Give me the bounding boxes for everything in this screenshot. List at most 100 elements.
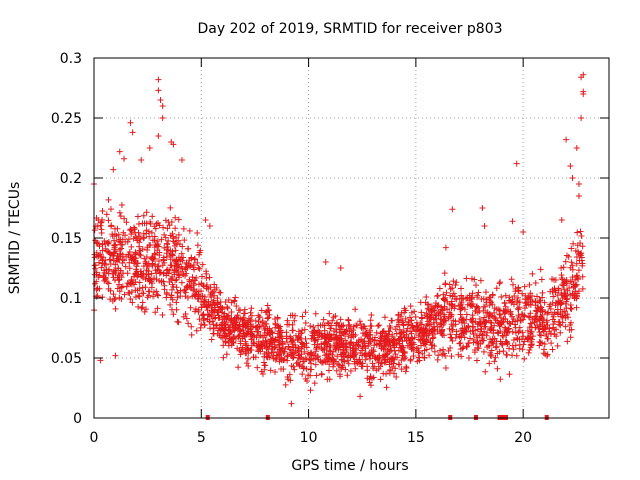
data-point <box>147 242 154 249</box>
data-point <box>175 261 182 268</box>
data-point <box>116 148 123 155</box>
data-point <box>112 248 119 255</box>
data-point <box>322 259 329 265</box>
data-point <box>432 299 439 306</box>
data-point <box>518 311 525 318</box>
data-point <box>577 240 584 247</box>
data-point <box>354 358 361 365</box>
data-point <box>218 321 225 328</box>
data-point <box>383 336 390 343</box>
data-point <box>389 356 396 363</box>
data-point <box>490 340 497 347</box>
data-point <box>121 155 128 162</box>
data-point <box>302 319 309 326</box>
data-point <box>558 313 565 320</box>
data-point <box>404 342 411 349</box>
data-point <box>159 103 166 109</box>
data-point <box>248 305 255 312</box>
data-point <box>377 376 384 383</box>
data-point <box>515 306 522 313</box>
data-point <box>468 296 475 303</box>
data-point <box>242 340 249 347</box>
data-point <box>228 315 235 322</box>
data-point <box>230 340 237 347</box>
data-point <box>326 310 333 317</box>
data-point <box>143 227 150 234</box>
data-point <box>324 319 331 326</box>
data-point <box>578 232 585 239</box>
data-point <box>124 270 131 277</box>
data-point <box>437 316 444 323</box>
data-point <box>527 344 534 351</box>
data-point <box>368 323 375 330</box>
data-point <box>557 310 564 317</box>
data-point <box>126 265 133 272</box>
data-point <box>347 338 354 345</box>
data-point <box>248 342 255 349</box>
data-point <box>489 301 496 308</box>
data-point <box>482 368 489 375</box>
data-point <box>413 327 420 334</box>
data-point <box>253 324 260 331</box>
data-point <box>516 299 523 306</box>
data-point <box>461 320 468 327</box>
data-point <box>177 287 184 294</box>
data-point <box>396 326 403 333</box>
data-point <box>337 332 344 339</box>
data-point <box>318 370 325 377</box>
data-point <box>320 316 327 323</box>
data-point <box>411 334 418 341</box>
data-point <box>298 354 305 361</box>
data-point <box>468 275 475 282</box>
data-point <box>539 289 546 296</box>
data-point <box>555 311 562 318</box>
data-point <box>541 299 548 306</box>
data-point <box>521 355 528 362</box>
data-point <box>196 251 203 258</box>
data-point <box>393 374 400 381</box>
data-point <box>563 252 570 259</box>
data-point <box>367 373 374 380</box>
data-point <box>130 273 137 280</box>
data-point <box>542 351 549 358</box>
data-point <box>433 311 440 318</box>
data-point <box>106 249 113 256</box>
data-point <box>95 217 102 223</box>
data-point <box>537 266 544 273</box>
data-point <box>222 339 229 346</box>
data-point <box>299 358 306 365</box>
data-point <box>561 292 568 299</box>
data-point <box>465 340 472 347</box>
data-point <box>118 201 125 208</box>
data-point <box>326 331 333 338</box>
data-point <box>190 282 197 289</box>
data-point <box>146 277 153 284</box>
x-tick-label: 5 <box>197 430 206 446</box>
data-point <box>447 345 454 352</box>
data-point <box>292 332 299 339</box>
data-point <box>447 331 454 338</box>
data-point <box>517 317 524 324</box>
data-point <box>327 325 334 332</box>
data-point <box>138 157 145 163</box>
data-point <box>177 258 184 265</box>
data-point <box>245 355 252 362</box>
data-point <box>423 322 430 329</box>
data-point <box>136 279 143 286</box>
data-point <box>96 285 103 292</box>
data-point <box>255 347 262 354</box>
data-point <box>480 348 487 355</box>
data-point <box>442 280 449 287</box>
data-point <box>203 268 210 275</box>
data-point <box>578 250 585 257</box>
data-point <box>197 247 204 254</box>
data-point <box>372 355 379 362</box>
data-point <box>533 313 540 320</box>
data-point <box>469 323 476 330</box>
data-point <box>538 304 545 311</box>
data-point <box>392 365 399 372</box>
data-point <box>164 225 171 232</box>
data-point <box>289 339 296 346</box>
data-point <box>427 307 434 314</box>
data-point <box>534 299 541 306</box>
